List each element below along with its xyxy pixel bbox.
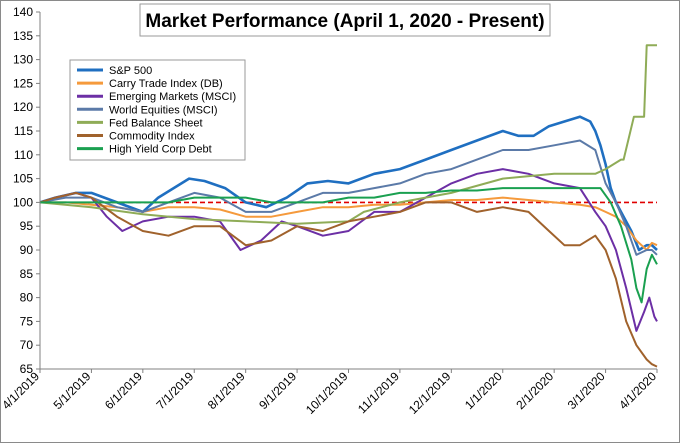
y-tick-label: 130 [13,53,33,67]
legend-label-carry-trade-index-db: Carry Trade Index (DB) [109,78,223,90]
y-tick-label: 75 [20,314,34,328]
y-tick-label: 95 [20,219,34,233]
y-tick-label: 110 [14,148,33,162]
y-tick-label: 85 [20,267,34,281]
y-tick-label: 115 [14,124,33,138]
legend-label-s-p-500: S&P 500 [109,65,152,77]
legend-label-emerging-markets-msci: Emerging Markets (MSCI) [109,91,236,103]
y-tick-label: 135 [13,29,33,43]
legend-label-world-equities-msci: World Equities (MSCI) [109,104,218,116]
series-line-high-yield-corp-debt [40,187,658,304]
series-line-commodity-index [39,191,658,368]
title-box: Market Performance (April 1, 2020 - Pres… [139,3,551,37]
y-tick-label: 80 [20,291,34,305]
legend-label-commodity-index: Commodity Index [109,131,195,143]
legend-label-high-yield-corp-debt: High Yield Corp Debt [109,144,212,156]
plot-area [39,44,658,368]
title-frame [139,3,551,37]
series-line-s-p-500 [39,115,658,252]
y-tick-label: 100 [13,195,33,209]
y-tick-label: 125 [13,76,33,90]
y-tick-label: 105 [13,172,33,186]
series-line-fed-balance-sheet [39,44,657,225]
y-tick-label: 140 [13,5,33,19]
y-tick-label: 90 [20,243,34,257]
y-tick-label: 120 [13,100,33,114]
legend-label-fed-balance-sheet: Fed Balance Sheet [109,117,203,129]
chart-title: Market Performance (April 1, 2020 - Pres… [145,11,544,32]
y-tick-label: 65 [20,362,34,376]
series-line-world-equities-msci [39,139,658,256]
y-tick-label: 70 [20,338,34,352]
